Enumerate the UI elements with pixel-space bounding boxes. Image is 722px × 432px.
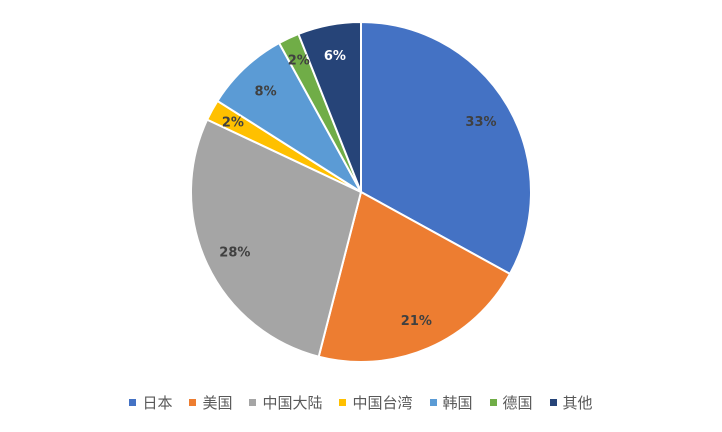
legend-swatch — [249, 399, 257, 406]
pie-slice-2 — [317, 190, 512, 363]
legend-label: 其他 — [562, 394, 593, 412]
legend-label: 中国台湾 — [352, 394, 413, 412]
legend-item: 美国 — [189, 392, 232, 413]
legend-label: 中国大陆 — [262, 394, 323, 412]
legend-label: 日本 — [142, 394, 173, 412]
legend-swatch — [429, 399, 437, 406]
legend-swatch — [549, 399, 557, 406]
legend: 日本 美国 中国大陆 中国台湾 韩国 德国 其他 — [0, 392, 722, 413]
legend-item: 其他 — [549, 392, 593, 413]
legend-item: 日本 — [129, 392, 172, 413]
data-label: 21% — [401, 314, 432, 329]
pie-slice-1 — [360, 20, 532, 276]
legend-swatch — [339, 399, 347, 406]
legend-swatch — [489, 399, 497, 406]
legend-swatch — [189, 399, 197, 406]
data-label: 8% — [255, 84, 277, 99]
data-label: 2% — [288, 54, 310, 69]
legend-label: 德国 — [502, 394, 533, 412]
data-label: 33% — [465, 115, 496, 130]
legend-label: 美国 — [202, 394, 233, 412]
legend-item: 韩国 — [429, 392, 473, 413]
data-label: 28% — [219, 245, 250, 260]
legend-swatch — [129, 399, 137, 406]
data-label: 6% — [324, 49, 346, 64]
legend-label: 韩国 — [442, 394, 473, 412]
legend-item: 中国台湾 — [339, 392, 413, 413]
pie-slice-7 — [297, 20, 362, 193]
pie-slice-3 — [190, 118, 363, 358]
data-label: 2% — [222, 116, 244, 131]
legend-item: 德国 — [489, 392, 533, 413]
legend-item: 中国大陆 — [249, 392, 322, 413]
